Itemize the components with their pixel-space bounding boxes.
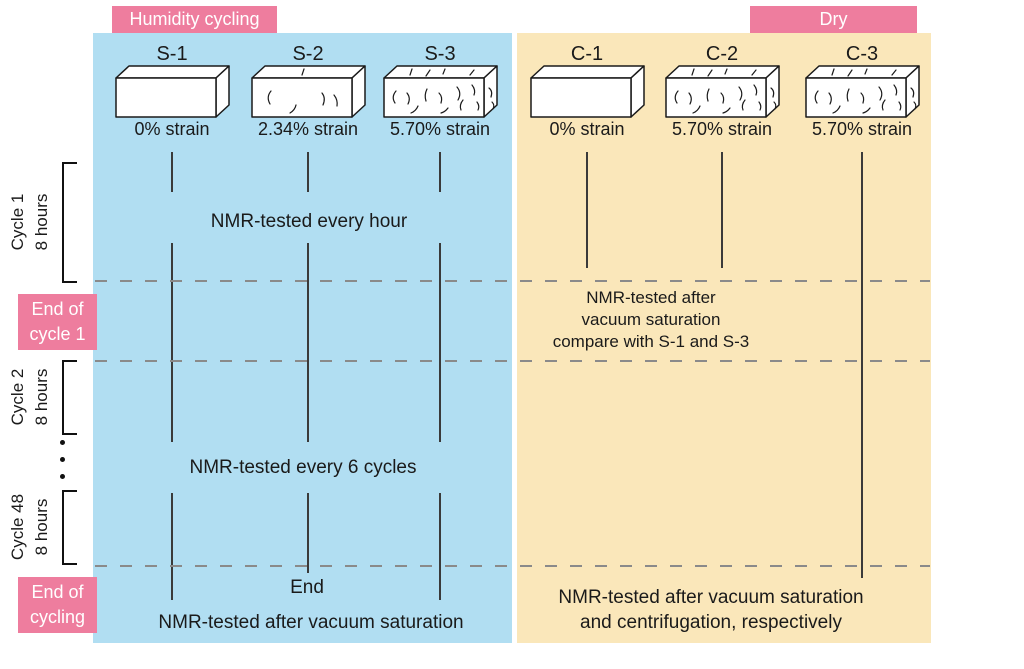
timeline-line	[439, 493, 441, 600]
note-nmr-vacuum-left: NMR-tested after vacuum saturation	[158, 612, 464, 633]
specimen-header-C-2: C-2	[705, 43, 739, 65]
note-right-bottom-line2: and centrifugation, respectively	[580, 612, 842, 633]
dashed-separator	[95, 280, 930, 282]
cycle-48-label-line1: Cycle 48	[8, 493, 27, 561]
timeline-line	[307, 152, 309, 192]
cycle-1-label: Cycle 1 8 hours	[6, 194, 54, 251]
specimen-box-S-2	[250, 64, 367, 124]
note-compare-line3: compare with S-1 and S-3	[552, 332, 750, 351]
timeline-line	[586, 152, 588, 268]
end-of-cycling-line2: cycling	[29, 607, 86, 627]
specimen-header-S-2: S-2	[292, 43, 324, 65]
timeline-line	[439, 152, 441, 192]
specimen-box-C-1	[529, 64, 646, 124]
cycle-ellipsis-dots	[60, 440, 65, 479]
specimen-box-S-1	[114, 64, 231, 124]
timeline-line	[307, 493, 309, 573]
specimen-header-S-1: S-1	[156, 43, 188, 65]
cycle-48-bracket	[62, 490, 77, 565]
specimen-box-C-2	[664, 64, 781, 124]
note-compare-line1: NMR-tested after	[586, 288, 716, 307]
dry-label: Dry	[750, 6, 917, 33]
strain-label-C-1: 0% strain	[549, 119, 625, 139]
note-nmr-every-6-cycles: NMR-tested every 6 cycles	[189, 457, 417, 478]
humidity-cycling-label: Humidity cycling	[112, 6, 277, 33]
timeline-line	[171, 152, 173, 192]
end-of-cycle-1-line2: cycle 1	[29, 324, 86, 344]
end-of-cycle-1-badge: End of cycle 1	[18, 294, 97, 350]
timeline-line	[171, 493, 173, 600]
timeline-line	[171, 243, 173, 442]
end-of-cycle-1-line1: End of	[31, 299, 84, 319]
specimen-header-C-3: C-3	[845, 43, 879, 65]
note-nmr-after-vacuum-compare: NMR-tested after vacuum saturation compa…	[553, 287, 750, 353]
strain-label-S-2: 2.34% strain	[257, 119, 359, 139]
timeline-line	[861, 152, 863, 578]
note-end: End	[290, 577, 324, 598]
cycle-1-label-line2: 8 hours	[32, 193, 51, 251]
end-of-cycling-badge: End of cycling	[18, 577, 97, 633]
note-nmr-every-hour: NMR-tested every hour	[210, 211, 408, 232]
cycle-2-label-line2: 8 hours	[32, 368, 51, 426]
timeline-line	[439, 243, 441, 442]
cycle-48-label: Cycle 48 8 hours	[6, 494, 54, 560]
cycle-2-label-line1: Cycle 2	[8, 368, 27, 426]
specimen-header-C-1: C-1	[570, 43, 604, 65]
note-nmr-vacuum-centrifugation: NMR-tested after vacuum saturation and c…	[558, 585, 863, 635]
dashed-separator	[95, 360, 930, 362]
cycle-2-bracket	[62, 360, 77, 435]
note-compare-line2: vacuum saturation	[581, 310, 721, 329]
cycle-2-label: Cycle 2 8 hours	[6, 369, 54, 426]
specimen-box-S-3	[382, 64, 499, 124]
end-of-cycling-line1: End of	[31, 582, 84, 602]
cycle-1-label-line1: Cycle 1	[8, 193, 27, 251]
timeline-line	[307, 243, 309, 442]
specimen-header-S-3: S-3	[424, 43, 456, 65]
strain-label-C-3: 5.70% strain	[811, 119, 913, 139]
strain-label-C-2: 5.70% strain	[671, 119, 773, 139]
strain-label-S-3: 5.70% strain	[389, 119, 491, 139]
dashed-separator	[95, 565, 930, 567]
note-right-bottom-line1: NMR-tested after vacuum saturation	[558, 587, 864, 608]
cycle-48-label-line2: 8 hours	[32, 498, 51, 556]
strain-label-S-1: 0% strain	[134, 119, 210, 139]
cycle-1-bracket	[62, 162, 77, 283]
timeline-line	[721, 152, 723, 268]
humidity-cycling-region	[93, 33, 512, 643]
specimen-box-C-3	[804, 64, 921, 124]
